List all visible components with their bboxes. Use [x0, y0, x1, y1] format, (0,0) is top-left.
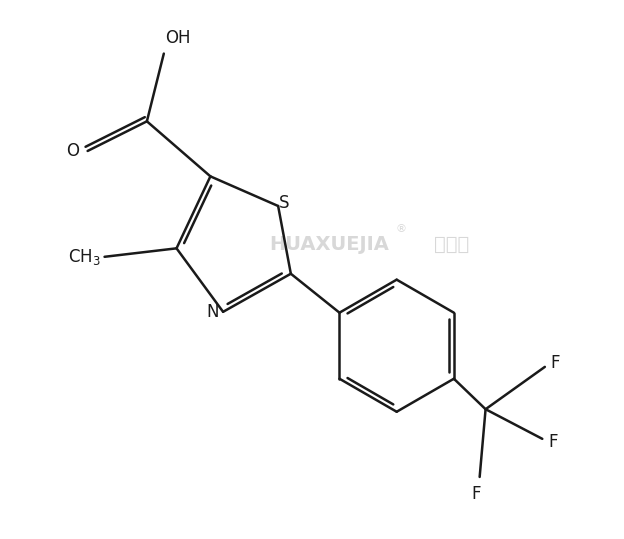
Text: O: O [66, 142, 79, 160]
Text: CH$_3$: CH$_3$ [67, 247, 100, 267]
Text: 化学加: 化学加 [434, 234, 469, 253]
Text: S: S [279, 195, 290, 212]
Text: HUAXUEJIA: HUAXUEJIA [269, 234, 389, 253]
Text: N: N [207, 303, 219, 321]
Text: F: F [548, 433, 558, 451]
Text: ®: ® [396, 224, 406, 234]
Text: F: F [551, 355, 560, 372]
Text: F: F [472, 486, 481, 503]
Text: OH: OH [165, 29, 191, 47]
